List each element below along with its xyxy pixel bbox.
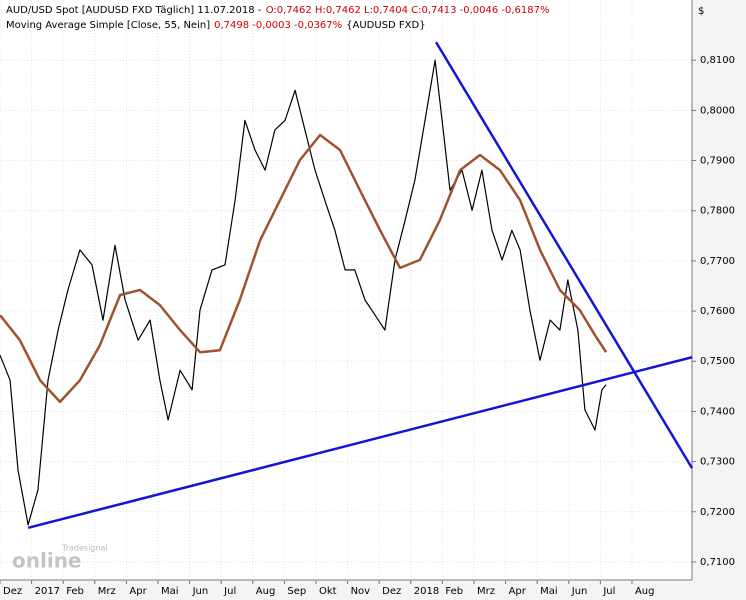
x-tick-label: Feb	[66, 586, 84, 597]
header-text: O:0,7462 H:0,7462 L:0,7404 C:0,7413 -0,0…	[266, 5, 550, 16]
y-tick-label: 0,7700	[700, 256, 735, 267]
x-tick-label: Mai	[161, 586, 179, 597]
x-tick-label: Feb	[445, 586, 463, 597]
series-line	[0, 59, 607, 526]
watermark: online	[12, 549, 82, 573]
y-tick-label: 0,7500	[700, 356, 735, 367]
x-tick-label: Apr	[509, 586, 527, 597]
y-tick-label: 0,7800	[700, 206, 735, 217]
y-tick-label: 0,7900	[700, 156, 735, 167]
y-tick-label: 0,7100	[700, 557, 735, 568]
x-tick-label: Aug	[635, 586, 655, 597]
header-text: Moving Average Simple [Close, 55, Nein]	[6, 20, 210, 31]
x-tick-label: Sep	[287, 586, 306, 597]
x-tick-label: Nov	[351, 586, 371, 597]
x-tick-label: Aug	[256, 586, 276, 597]
x-tick-label: Dez	[382, 586, 401, 597]
x-tick-label: 2018	[414, 586, 439, 597]
y-tick-label: 0,7300	[700, 457, 735, 468]
x-tick-label: 2017	[35, 586, 60, 597]
x-tick-label: Jul	[223, 586, 236, 597]
header-line: Moving Average Simple [Close, 55, Nein] 0…	[6, 20, 426, 31]
y-tick-label: 0,7600	[700, 306, 735, 317]
x-tick-label: Apr	[129, 586, 147, 597]
header-text: AUD/USD Spot [AUDUSD FXD Täglich] 11.07.…	[6, 5, 262, 16]
header-line: AUD/USD Spot [AUDUSD FXD Täglich] 11.07.…	[6, 5, 550, 16]
y-tick-label: 0,7400	[700, 406, 735, 417]
trend-line	[27, 356, 693, 530]
x-tick-label: Dez	[3, 586, 22, 597]
header-text: {AUDUSD FXD}	[346, 20, 425, 31]
x-tick-label: Mai	[540, 586, 558, 597]
y-tick-label: 0,8100	[700, 55, 735, 66]
header-text: 0,7498 -0,0003 -0,0367%	[214, 20, 342, 31]
x-tick-label: Jun	[192, 586, 209, 597]
x-tick-label: Mrz	[98, 586, 116, 597]
trend-line	[434, 41, 694, 469]
x-tick-label: Jun	[571, 586, 588, 597]
x-tick-label: Jul	[602, 586, 615, 597]
currency-label: $	[698, 6, 704, 17]
y-tick-label: 0,8000	[700, 105, 735, 116]
x-tick-label: Okt	[319, 586, 337, 597]
plot-area	[0, 0, 692, 580]
x-tick-label: Mrz	[477, 586, 495, 597]
watermark-small: Tradesignal	[61, 544, 108, 553]
y-tick-label: 0,7200	[700, 507, 735, 518]
series-line	[0, 133, 608, 404]
